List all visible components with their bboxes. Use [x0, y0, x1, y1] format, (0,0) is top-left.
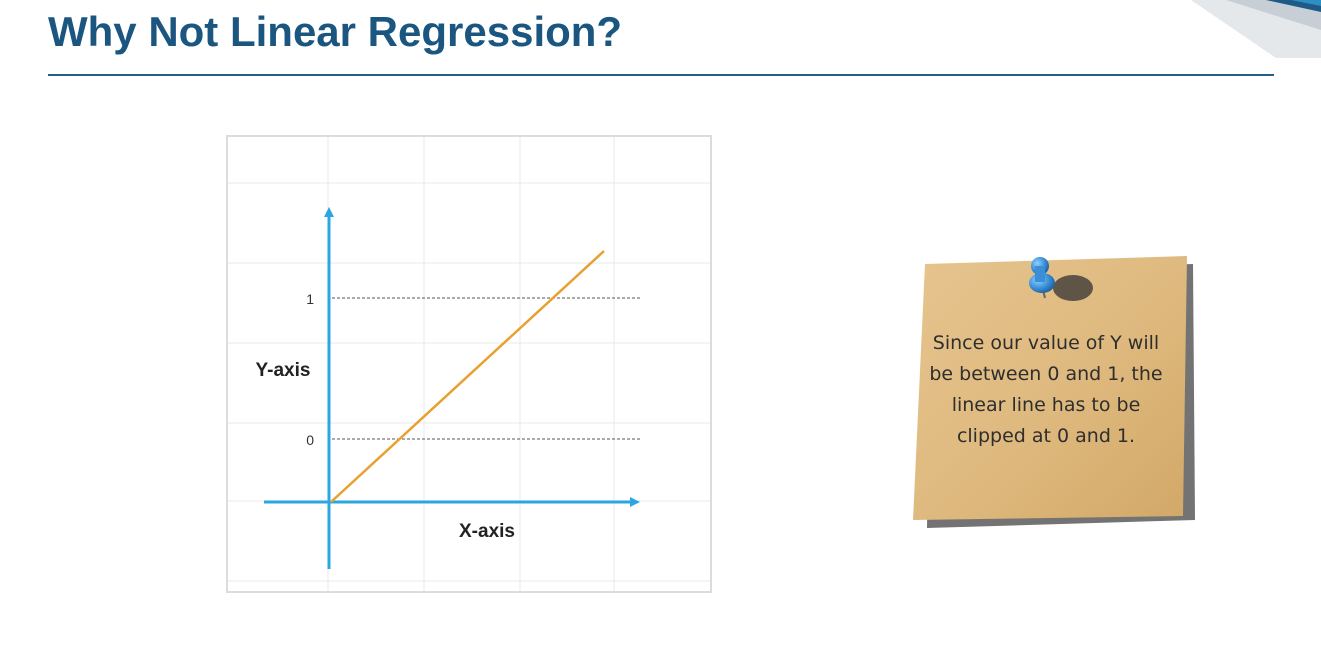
- y-axis-arrow: [324, 207, 334, 217]
- y-tick-1: 1: [306, 291, 314, 307]
- corner-decoration: [1191, 0, 1321, 58]
- chart-svg: 1 0 Y-axis X-axis: [228, 137, 710, 591]
- note-text: Since our value of Y will be between 0 a…: [929, 332, 1163, 447]
- pin-shadow: [1053, 275, 1093, 301]
- sticky-note: [913, 256, 1195, 528]
- chart-panel: 1 0 Y-axis X-axis: [226, 135, 712, 593]
- slide-title: Why Not Linear Regression?: [48, 8, 623, 55]
- x-axis-label: X-axis: [459, 521, 515, 542]
- y-axis-label: Y-axis: [256, 360, 311, 381]
- note-paper: [913, 256, 1187, 520]
- x-axis-arrow: [630, 497, 640, 507]
- title-divider: [48, 74, 1274, 76]
- regression-line: [330, 250, 605, 503]
- y-tick-0: 0: [306, 432, 314, 448]
